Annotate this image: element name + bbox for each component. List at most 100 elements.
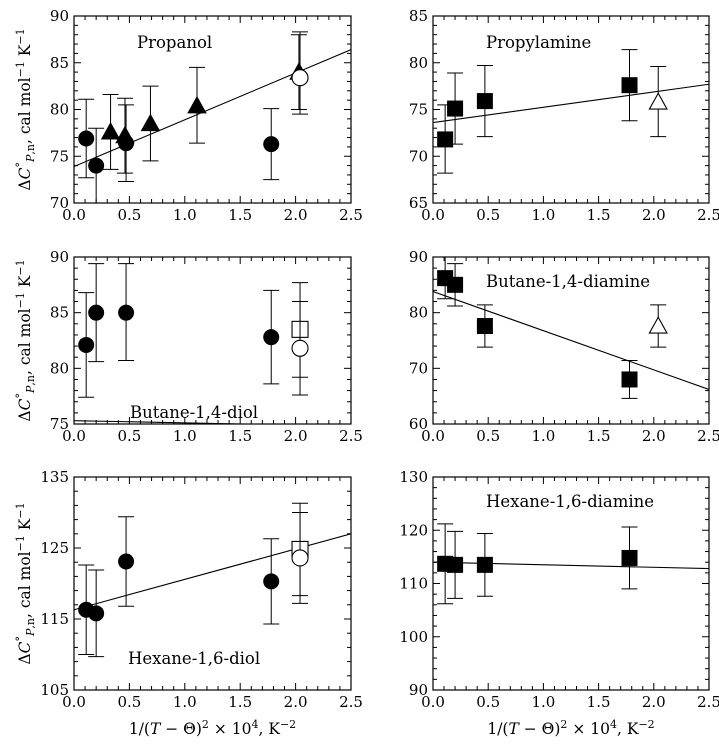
series-open-circle (291, 512, 309, 604)
plot-frame (432, 256, 710, 425)
filled-circle-marker (118, 304, 135, 321)
y-tick-label: 110 (399, 575, 428, 593)
y-tick-label: 75 (50, 147, 69, 165)
y-tick-label: 80 (50, 359, 69, 377)
x-tick-label: 0.5 (117, 206, 141, 224)
open-circle-marker (291, 69, 309, 87)
fit-line (74, 533, 351, 611)
x-tick-label: 2.0 (284, 206, 308, 224)
x-tick-label: 0.0 (421, 693, 445, 711)
x-tick-label: 2.0 (642, 693, 666, 711)
x-tick-label: 0.5 (476, 427, 500, 445)
filled-circle-marker (78, 130, 95, 147)
y-tick-label: 105 (40, 681, 69, 699)
x-tick-label: 1.0 (531, 427, 555, 445)
x-tick-label: 1.5 (587, 427, 611, 445)
x-tick-label: 0.0 (62, 693, 86, 711)
y-tick-label: 60 (409, 415, 428, 433)
y-tick-label: 120 (399, 521, 428, 539)
filled-triangle-marker (187, 95, 207, 114)
x-tick-label: 2.5 (697, 427, 719, 445)
x-tick-label: 0.5 (117, 427, 141, 445)
open-triangle-marker (648, 316, 668, 334)
y-tick-label: 70 (409, 147, 428, 165)
plot-frame (73, 476, 352, 691)
filled-square-marker (447, 276, 464, 293)
filled-circle-marker (88, 304, 105, 321)
chart-panel-3: 0.0 0.5 1.0 1.5 2.0 2.5 75 80 85 90 Butane-1,4-dio… (14, 248, 363, 445)
x-tick-label: 2.0 (284, 693, 308, 711)
x-tick-label: 1.5 (228, 427, 252, 445)
filled-square-marker (621, 549, 638, 566)
series-open-circle (291, 31, 309, 115)
series-filled-circle (78, 263, 280, 398)
series-open-circle (291, 301, 309, 396)
x-tick-label: 2.0 (642, 206, 666, 224)
y-tick-label: 115 (40, 610, 69, 628)
filled-circle-marker (263, 329, 280, 346)
fit-line (433, 83, 709, 124)
x-tick-label: 2.5 (339, 206, 363, 224)
chart-panel-6: 0.0 0.5 1.0 1.5 2.0 2.5 90 100 110 120 130 Hexane-1… (399, 468, 719, 738)
x-tick-label: 0.0 (421, 206, 445, 224)
panel-title: Hexane-1,6-diamine (486, 492, 654, 511)
filled-circle-marker (88, 605, 105, 622)
y-tick-label: 80 (50, 101, 69, 119)
x-tick-label: 0.0 (421, 427, 445, 445)
y-axis-label: ΔC°P,n, cal mol−1 K−1 (14, 259, 37, 421)
x-tick-label: 1.5 (228, 206, 252, 224)
y-tick-label: 75 (50, 415, 69, 433)
filled-triangle-marker (100, 122, 121, 140)
series-filled-square (437, 49, 638, 174)
series-filled-triangle (100, 34, 309, 174)
x-tick-label: 1.0 (173, 427, 197, 445)
y-tick-label: 70 (50, 194, 69, 212)
x-axis-label: 1/(T − Θ)2 × 104, K−2 (129, 718, 296, 738)
panel-title: Butane-1,4-diamine (486, 272, 650, 291)
filled-circle-marker (263, 136, 280, 153)
x-tick-label: 1.0 (173, 206, 197, 224)
y-tick-label: 80 (409, 54, 428, 72)
y-tick-label: 80 (409, 304, 428, 322)
plot-frame (73, 256, 352, 425)
filled-square-marker (437, 131, 454, 148)
panel-title: Butane-1,4-diol (130, 403, 258, 422)
filled-square-marker (447, 100, 464, 117)
fit-line (433, 561, 709, 570)
filled-circle-marker (78, 336, 95, 353)
open-circle-marker (291, 549, 309, 567)
y-tick-label: 85 (409, 7, 428, 25)
y-tick-label: 135 (40, 468, 69, 486)
filled-square-marker (476, 556, 493, 573)
x-tick-label: 1.0 (173, 693, 197, 711)
y-tick-label: 90 (50, 7, 69, 25)
x-tick-label: 2.5 (339, 427, 363, 445)
y-tick-label: 100 (399, 628, 428, 646)
chart-panel-1: 0.0 0.5 1.0 1.5 2.0 2.5 70 75 80 85 90 Propanol ΔC°P… (14, 7, 363, 224)
x-tick-label: 0.5 (476, 206, 500, 224)
series-open-triangle (648, 65, 668, 138)
filled-circle-marker (118, 553, 135, 570)
series-filled-square (437, 256, 638, 399)
chart-panel-4: 0.0 0.5 1.0 1.5 2.0 2.5 60 70 80 90 Butane-1,4-dia… (409, 248, 719, 445)
filled-square-marker (476, 318, 493, 335)
panel-title: Hexane-1,6-diol (128, 649, 260, 668)
x-tick-label: 2.5 (697, 693, 719, 711)
y-tick-label: 85 (50, 304, 69, 322)
y-axis-label: ΔC°P,n, cal mol−1 K−1 (14, 28, 37, 190)
x-tick-label: 2.0 (284, 427, 308, 445)
filled-circle-marker (88, 157, 105, 174)
filled-circle-marker (263, 573, 280, 590)
filled-square-marker (621, 77, 638, 94)
x-tick-label: 2.5 (697, 206, 719, 224)
filled-square-marker (476, 93, 493, 110)
series-filled-circle (78, 98, 280, 204)
fit-line (74, 420, 268, 424)
y-tick-label: 85 (50, 54, 69, 72)
chart-panel-5: 0.0 0.5 1.0 1.5 2.0 2.5 105 115 125 135 Hexane-1,6… (14, 468, 363, 738)
y-tick-label: 130 (399, 468, 428, 486)
panel-title: Propylamine (486, 33, 591, 52)
panel-title: Propanol (137, 33, 212, 52)
y-tick-label: 65 (409, 194, 428, 212)
